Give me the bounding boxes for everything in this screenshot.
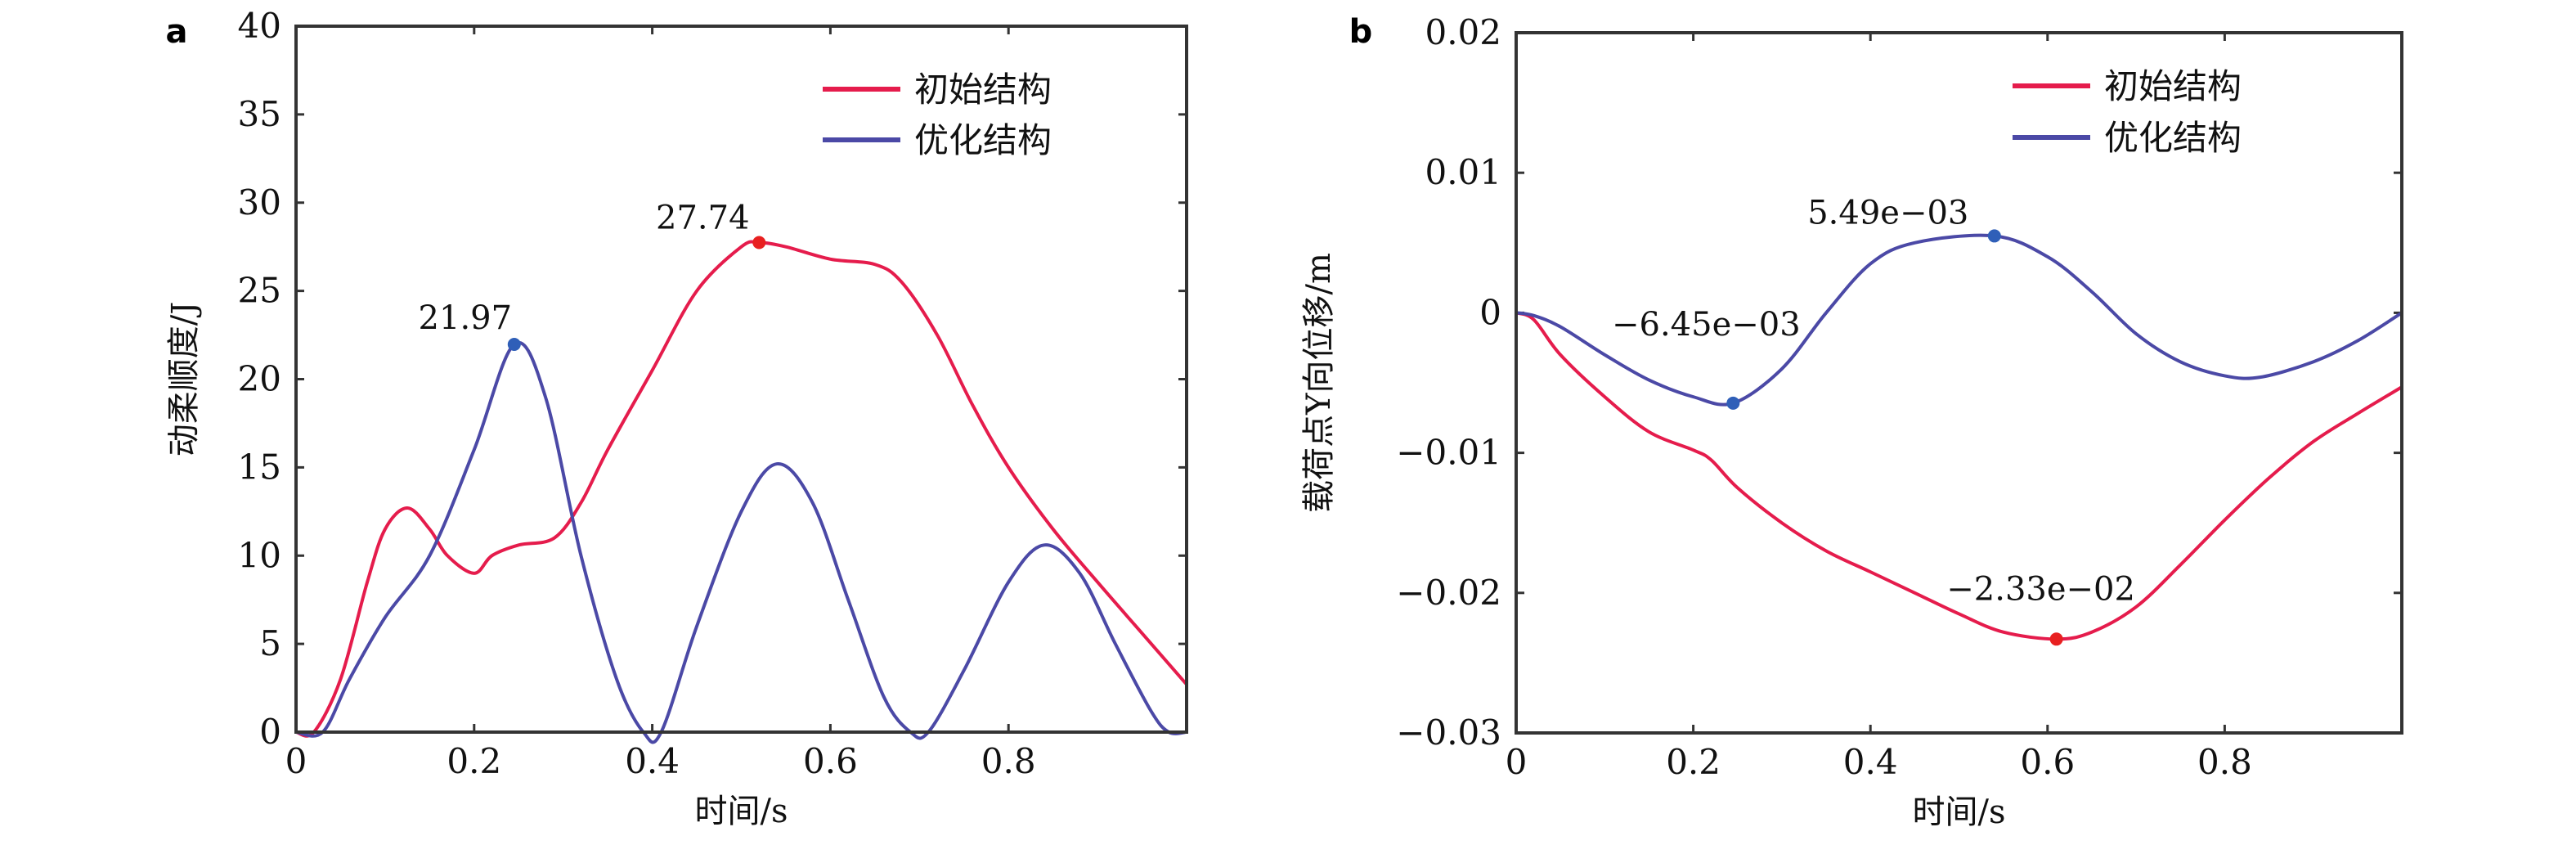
y-tick-label: 0.01 (1425, 152, 1501, 192)
data-point-marker (752, 236, 766, 249)
y-axis-label: 载荷点Y向位移/m (1300, 253, 1338, 513)
legend-label: 初始结构 (2104, 66, 2242, 106)
y-tick-label: 35 (238, 94, 281, 134)
y-tick-label: 0 (259, 712, 281, 752)
x-tick-label: 0.8 (981, 741, 1036, 781)
y-tick-label: −0.03 (1396, 712, 1501, 753)
y-axis-label: 动柔顺度/J (165, 302, 203, 457)
data-point-marker (2049, 632, 2063, 646)
legend-label: 优化结构 (2104, 118, 2242, 158)
plot-frame (294, 25, 1188, 734)
y-tick-label: 5 (259, 623, 281, 663)
data-label: −2.33e−02 (1946, 570, 2135, 608)
x-tick-label: 0.6 (803, 741, 858, 781)
data-label: 27.74 (656, 200, 750, 237)
legend-label: 初始结构 (914, 70, 1052, 110)
data-label: −6.45e−03 (1612, 306, 1801, 344)
x-axis-label: 时间/s (694, 793, 788, 830)
series-line-optimized (1515, 233, 2403, 407)
y-tick-label: 15 (238, 447, 281, 487)
data-label: 5.49e−03 (1807, 194, 1968, 231)
x-tick-label: 0.2 (1666, 742, 1721, 782)
series-line-initial (1515, 311, 2403, 641)
y-tick-label: 0.02 (1425, 12, 1501, 52)
y-tick-label: 10 (238, 535, 281, 575)
x-tick-label: 0.4 (625, 741, 680, 781)
y-tick-label: −0.02 (1396, 573, 1501, 613)
data-point-marker (507, 337, 521, 351)
chart-panel-b: b 0 0.2 0.4 0.6 0.8 −0.03 −0.02 −0.01 0 0.01 0.02 5.… (1300, 12, 2403, 831)
y-tick-label: −0.01 (1396, 433, 1501, 473)
x-axis-label: 时间/s (1912, 793, 2005, 831)
panel-label: a (166, 13, 188, 51)
x-tick-label: 0 (1506, 742, 1528, 782)
series-line-initial (295, 240, 1188, 738)
x-tick-label: 0 (285, 741, 307, 781)
data-point-marker (1987, 229, 2001, 243)
series-line-optimized (295, 341, 1187, 744)
x-tick-label: 0.6 (2020, 742, 2075, 782)
x-tick-label: 0.2 (447, 741, 501, 781)
legend-label: 优化结构 (914, 120, 1052, 160)
data-point-marker (1726, 396, 1740, 410)
x-tick-label: 0.4 (1843, 742, 1898, 782)
y-tick-label: 0 (1479, 292, 1501, 332)
y-tick-label: 25 (238, 271, 281, 311)
y-tick-label: 40 (238, 6, 281, 46)
data-label: 21.97 (419, 299, 513, 337)
chart-panel-a: a 0 0.2 0.4 0.6 0.8 0 5 10 15 20 25 30 35 40 27.74 21.97… (165, 6, 1188, 830)
panel-label: b (1349, 13, 1373, 51)
y-tick-label: 20 (238, 359, 281, 399)
x-tick-label: 0.8 (2197, 742, 2252, 782)
plot-frame (1515, 31, 2403, 735)
y-tick-label: 30 (238, 182, 281, 222)
